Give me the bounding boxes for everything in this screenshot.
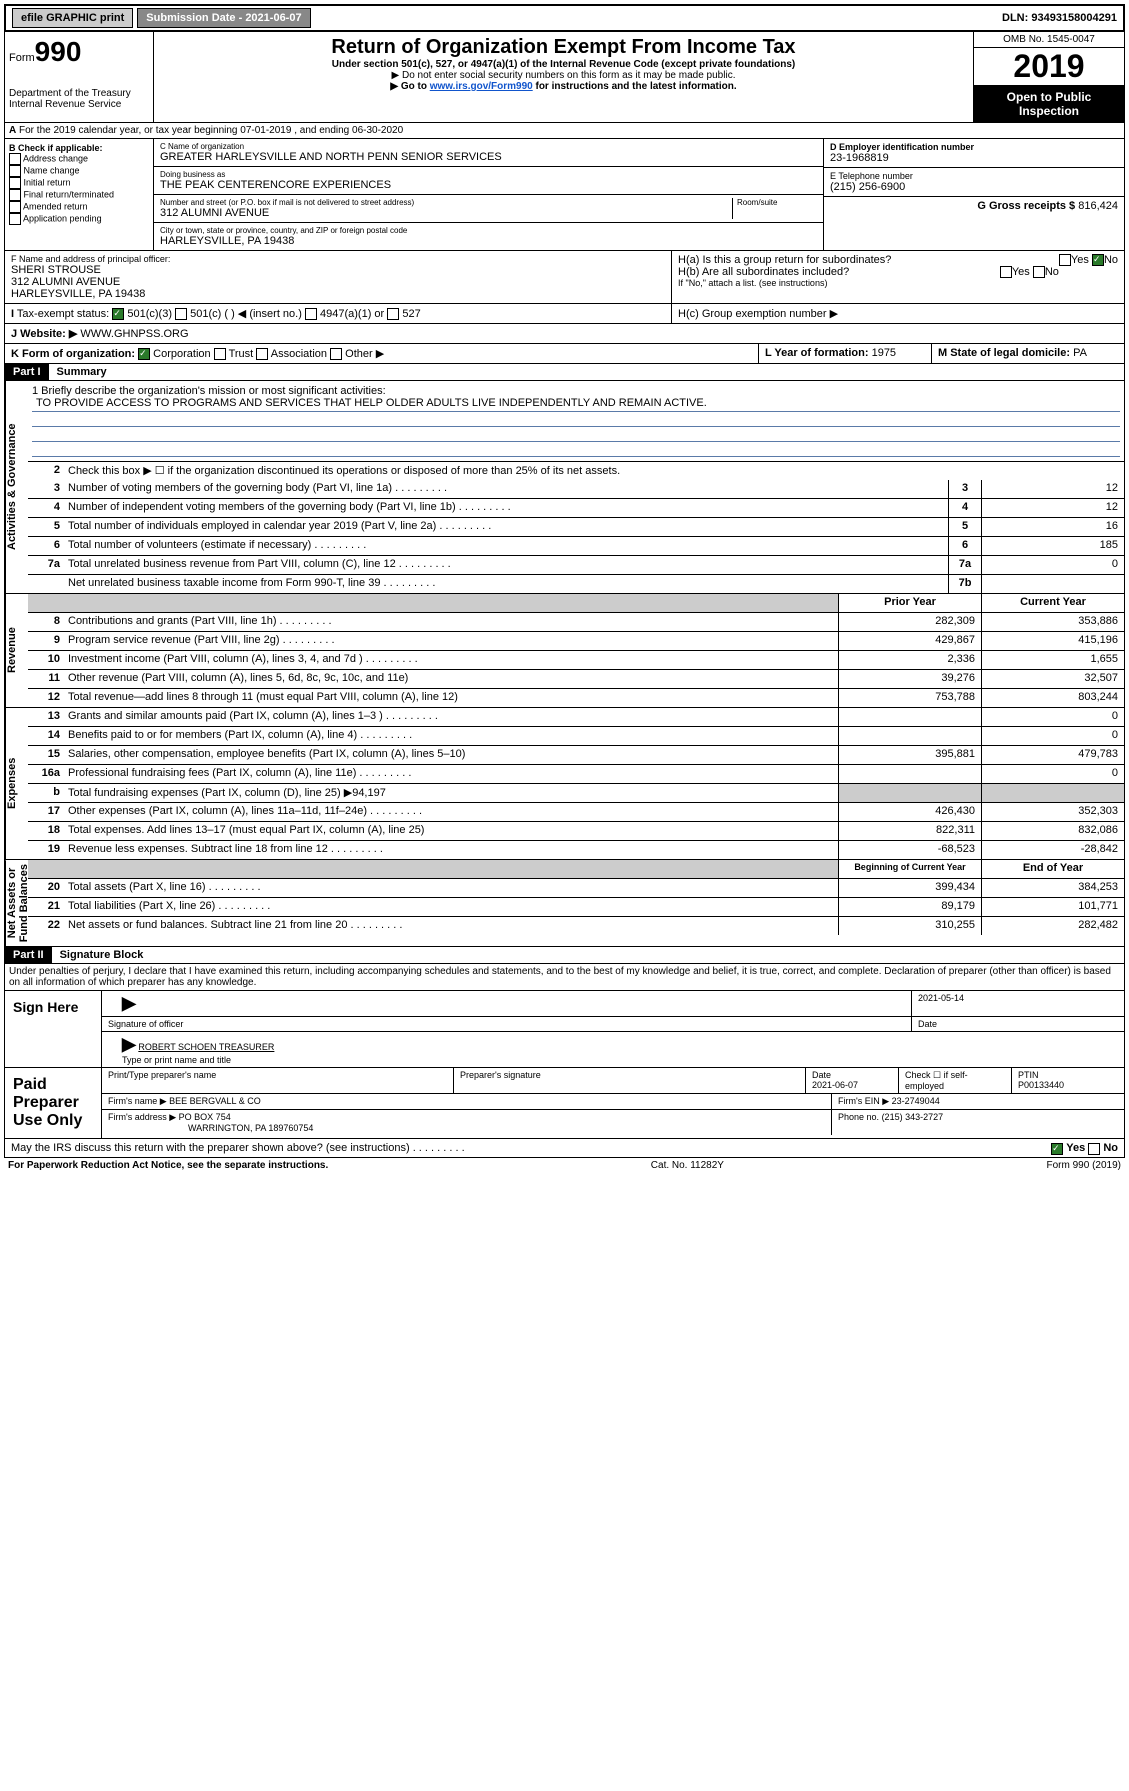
row-j: J Website: ▶ WWW.GHNPSS.ORG xyxy=(4,324,1125,344)
org-name: GREATER HARLEYSVILLE AND NORTH PENN SENI… xyxy=(160,151,817,163)
revenue-section: Revenue Prior YearCurrent Year 8Contribu… xyxy=(4,594,1125,708)
telephone: (215) 256-6900 xyxy=(830,181,1118,193)
box-de: D Employer identification number 23-1968… xyxy=(823,139,1124,250)
firm-addr: PO BOX 754 xyxy=(179,1112,231,1122)
firm-phone: (215) 343-2727 xyxy=(882,1112,944,1122)
part2-header: Part II Signature Block xyxy=(4,947,1125,964)
netassets-section: Net Assets or Fund Balances Beginning of… xyxy=(4,860,1125,947)
ptin: P00133440 xyxy=(1018,1080,1064,1090)
form-word: Form xyxy=(9,52,35,64)
gross-receipts: 816,424 xyxy=(1078,200,1118,212)
note-ssn: ▶ Do not enter social security numbers o… xyxy=(158,70,969,81)
dln: DLN: 93493158004291 xyxy=(996,10,1123,26)
dept-treasury: Department of the Treasury Internal Reve… xyxy=(9,88,149,110)
sign-date: 2021-05-14 xyxy=(911,991,1124,1016)
form-number: 990 xyxy=(35,36,82,67)
header-grid: B Check if applicable: Address change Na… xyxy=(4,139,1125,251)
officer-name: SHERI STROUSE xyxy=(11,264,665,276)
efile-button[interactable]: efile GRAPHIC print xyxy=(12,8,133,28)
expenses-section: Expenses 13Grants and similar amounts pa… xyxy=(4,708,1125,860)
firm-name: BEE BERGVALL & CO xyxy=(169,1096,261,1106)
submission-button[interactable]: Submission Date - 2021-06-07 xyxy=(137,8,310,28)
street-address: 312 ALUMNI AVENUE xyxy=(160,207,732,219)
state-domicile: PA xyxy=(1073,347,1087,359)
year-formation: 1975 xyxy=(872,347,896,359)
row-f-h: F Name and address of principal officer:… xyxy=(4,251,1125,304)
tax-year: 2019 xyxy=(974,48,1124,86)
paid-preparer-section: Paid Preparer Use Only Print/Type prepar… xyxy=(4,1068,1125,1139)
box-b: B Check if applicable: Address change Na… xyxy=(5,139,154,250)
officer-sig-name: ROBERT SCHOEN TREASURER xyxy=(138,1042,274,1052)
part1-header: Part I Summary xyxy=(4,364,1125,381)
row-i-hc: I Tax-exempt status: 501(c)(3) 501(c) ( … xyxy=(4,304,1125,324)
prep-date: 2021-06-07 xyxy=(812,1080,858,1090)
row-klm: K Form of organization: Corporation Trus… xyxy=(4,344,1125,364)
discuss-row: May the IRS discuss this return with the… xyxy=(4,1139,1125,1158)
irs-link[interactable]: www.irs.gov/Form990 xyxy=(430,81,533,92)
mission-text: TO PROVIDE ACCESS TO PROGRAMS AND SERVIC… xyxy=(32,397,1120,412)
omb: OMB No. 1545-0047 xyxy=(974,32,1124,48)
form-subtitle: Under section 501(c), 527, or 4947(a)(1)… xyxy=(158,59,969,70)
note-goto: ▶ Go to www.irs.gov/Form990 for instruct… xyxy=(158,81,969,92)
sign-here-section: Sign Here ▶ 2021-05-14 Signature of offi… xyxy=(4,991,1125,1068)
firm-ein: 23-2749044 xyxy=(892,1096,940,1106)
box-c: C Name of organization GREATER HARLEYSVI… xyxy=(154,139,823,250)
form-title: Return of Organization Exempt From Incom… xyxy=(158,36,969,59)
top-bar: efile GRAPHIC print Submission Date - 20… xyxy=(4,4,1125,32)
open-public: Open to Public Inspection xyxy=(974,86,1124,122)
city-state-zip: HARLEYSVILLE, PA 19438 xyxy=(160,235,817,247)
governance-section: Activities & Governance 1 Briefly descri… xyxy=(4,381,1125,594)
website: WWW.GHNPSS.ORG xyxy=(80,328,188,340)
footer: For Paperwork Reduction Act Notice, see … xyxy=(4,1158,1125,1173)
ein: 23-1968819 xyxy=(830,152,1118,164)
form-header: Form990 Department of the Treasury Inter… xyxy=(4,32,1125,123)
section-a: A For the 2019 calendar year, or tax yea… xyxy=(4,123,1125,139)
dba: THE PEAK CENTERENCORE EXPERIENCES xyxy=(160,179,817,191)
perjury-text: Under penalties of perjury, I declare th… xyxy=(4,964,1125,991)
